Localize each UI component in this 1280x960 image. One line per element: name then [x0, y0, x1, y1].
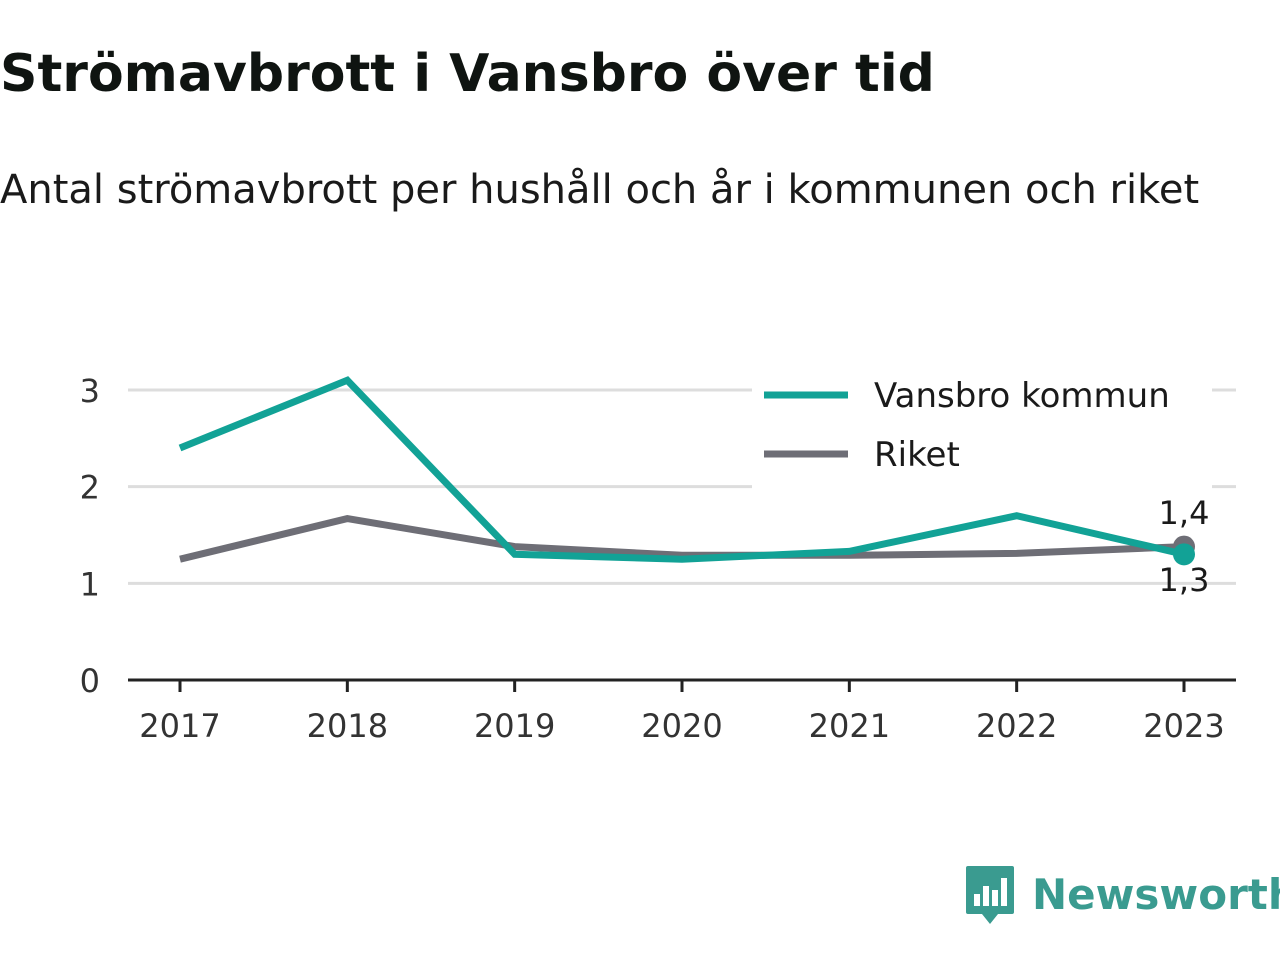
chart-subtitle: Antal strömavbrott per hushåll och år i …	[0, 167, 1200, 213]
series-endpoint-vansbro	[1173, 543, 1195, 566]
y-tick-label-0: 0	[80, 662, 100, 700]
x-axis: 2017 2018 2019 2020 2021 2022 2023	[128, 678, 1236, 745]
legend: Vansbro kommun Riket	[752, 365, 1212, 490]
y-tick-label-1: 1	[80, 565, 100, 603]
legend-background	[752, 365, 1212, 490]
series-vansbro	[178, 376, 1195, 566]
x-tick-label-2018: 2018	[307, 707, 388, 745]
x-tick-label-2021: 2021	[809, 707, 890, 745]
x-tick-label-2019: 2019	[474, 707, 555, 745]
end-labels: 1,4 1,3	[1159, 494, 1210, 599]
brand-logo: Newsworthy	[964, 862, 1280, 928]
data-label-vansbro-end: 1,3	[1159, 561, 1210, 599]
series-line-riket	[179, 515, 1185, 563]
x-tick-label-2020: 2020	[641, 707, 722, 745]
y-tick-label-3: 3	[80, 372, 100, 410]
series-line-vansbro	[178, 376, 1185, 563]
y-tick-label-2: 2	[80, 469, 100, 507]
x-tick-label-2022: 2022	[976, 707, 1057, 745]
x-tick-label-2017: 2017	[139, 707, 220, 745]
legend-label-riket: Riket	[874, 435, 960, 475]
data-label-riket-end: 1,4	[1159, 494, 1210, 532]
chart-title: Strömavbrott i Vansbro över tid	[0, 44, 935, 104]
y-axis-labels: 0 1 2 3	[80, 372, 100, 700]
x-tick-label-2023: 2023	[1143, 707, 1224, 745]
legend-label-vansbro: Vansbro kommun	[874, 376, 1170, 416]
brand-name: Newsworthy	[1032, 870, 1280, 919]
newsworthy-logo-icon	[966, 866, 1014, 924]
